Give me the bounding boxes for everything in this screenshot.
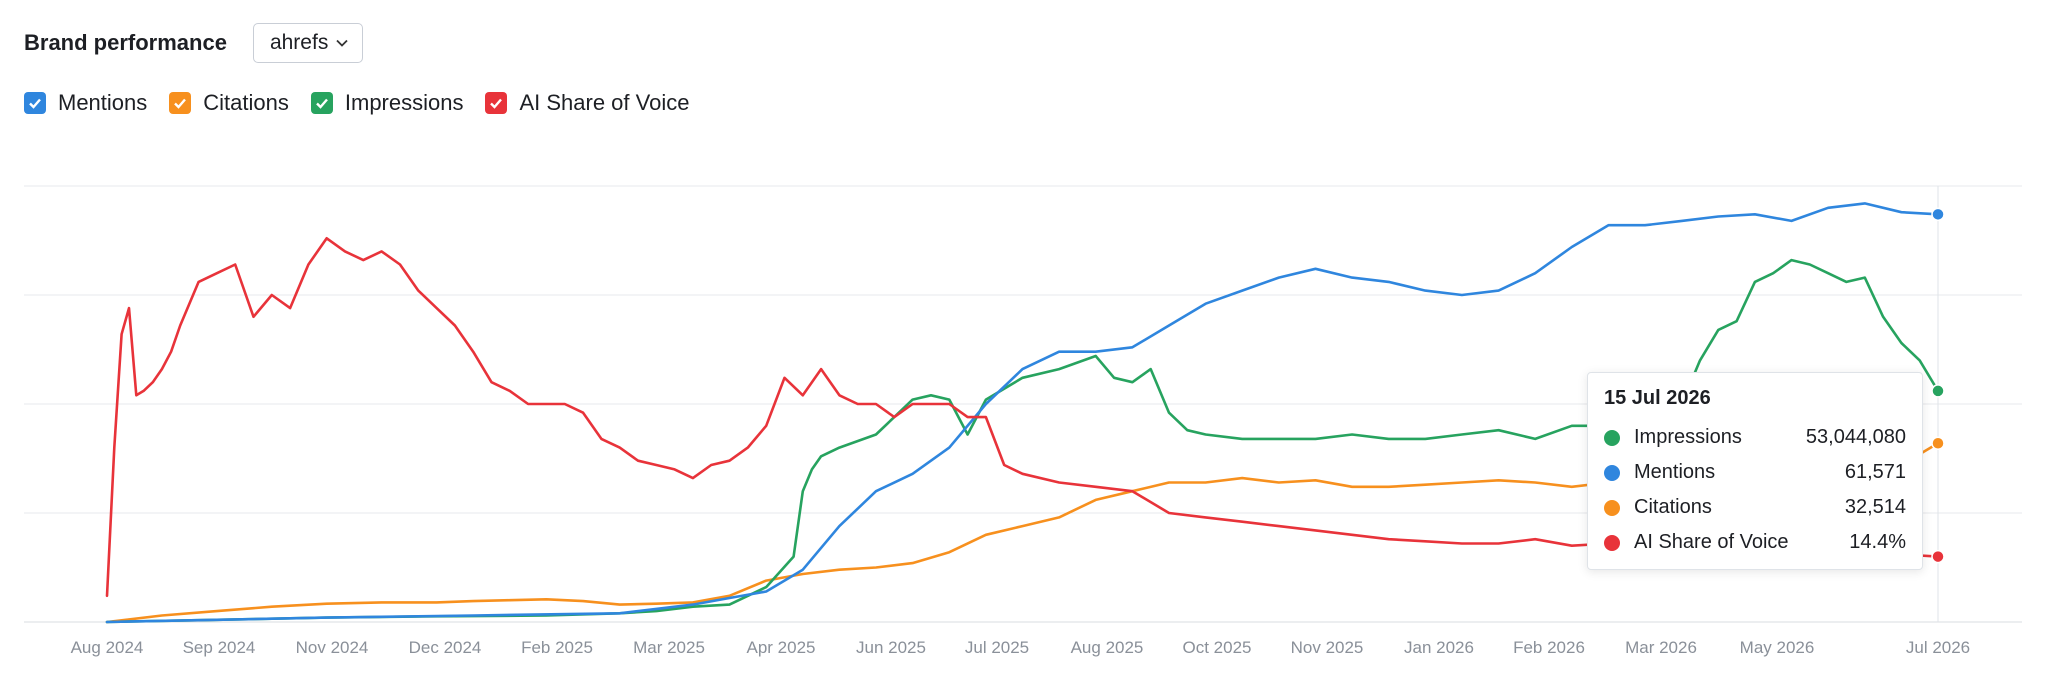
series-line-mentions[interactable] (105, 202, 1940, 624)
series-line-ai-share-of-voice[interactable] (105, 237, 1940, 598)
legend-label: Citations (203, 90, 289, 115)
x-tick-label: Nov 2024 (296, 638, 369, 657)
tooltip-series-name: Impressions (1634, 426, 1742, 448)
chart-tooltip: 15 Jul 2026 Impressions 53,044,080 Menti… (1587, 372, 1923, 570)
checkbox-icon[interactable] (310, 92, 333, 114)
brand-select[interactable]: ahrefs (252, 23, 364, 63)
x-tick-label: Feb 2025 (521, 638, 593, 657)
chevron-down-icon (336, 34, 348, 50)
tooltip-series-value: 53,044,080 (1805, 426, 1906, 448)
series-point-mentions[interactable] (1931, 207, 1945, 222)
x-tick-label: Feb 2026 (1513, 638, 1585, 657)
tooltip-row-impressions: Impressions 53,044,080 (1604, 420, 1906, 455)
tooltip-row-citations: Citations 32,514 (1604, 490, 1906, 525)
x-tick-label: Jan 2026 (1404, 638, 1474, 657)
tooltip-series-value: 14.4% (1849, 531, 1906, 553)
series-point-citations[interactable] (1931, 436, 1945, 450)
legend-label: AI Share of Voice (519, 90, 690, 115)
legend-item-citations[interactable]: Citations (169, 90, 289, 116)
x-tick-label: May 2026 (1740, 638, 1815, 657)
series-line-impressions[interactable] (105, 258, 1940, 624)
tooltip-series-value: 32,514 (1844, 496, 1906, 518)
series-dot-icon (1604, 464, 1620, 481)
tooltip-row-ai-share-of-voice: AI Share of Voice 14.4% (1604, 525, 1906, 560)
tooltip-series-value: 61,571 (1844, 461, 1906, 483)
tooltip-series-name: Citations (1634, 496, 1712, 518)
series-point-ai-share-of-voice[interactable] (1931, 549, 1945, 564)
checkbox-icon[interactable] (485, 92, 508, 114)
series-legend: Mentions Citations Impressions AI Share … (24, 90, 711, 116)
series-dot-icon (1604, 499, 1620, 516)
x-tick-label: Mar 2026 (1625, 638, 1697, 657)
x-tick-label: Nov 2025 (1291, 638, 1364, 657)
series-point-impressions[interactable] (1931, 384, 1945, 398)
legend-item-ai-share-of-voice[interactable]: AI Share of Voice (485, 90, 689, 116)
x-tick-label: Jun 2025 (856, 638, 926, 657)
series-dot-icon (1604, 534, 1620, 551)
x-tick-label: Dec 2024 (409, 638, 482, 657)
legend-item-impressions[interactable]: Impressions (310, 90, 464, 116)
x-tick-label: Oct 2025 (1183, 638, 1252, 657)
legend-label: Mentions (58, 90, 148, 115)
tooltip-series-name: AI Share of Voice (1634, 531, 1789, 553)
legend-item-mentions[interactable]: Mentions (24, 90, 147, 116)
tooltip-row-mentions: Mentions 61,571 (1604, 455, 1906, 490)
legend-label: Impressions (344, 90, 464, 115)
brand-select-value: ahrefs (269, 31, 329, 54)
header: Brand performance ahrefs (24, 22, 364, 64)
x-tick-label: Aug 2024 (71, 638, 144, 657)
page-title: Brand performance (24, 30, 227, 55)
x-tick-label: Sep 2024 (183, 638, 256, 657)
x-tick-label: Aug 2025 (1071, 638, 1144, 657)
tooltip-date: 15 Jul 2026 (1604, 387, 1711, 409)
x-tick-label: Jul 2025 (965, 638, 1029, 657)
x-tick-label: Jul 2026 (1906, 638, 1970, 657)
checkbox-icon[interactable] (24, 92, 46, 114)
checkbox-icon[interactable] (169, 92, 192, 114)
tooltip-series-name: Mentions (1634, 461, 1716, 483)
x-tick-label: Mar 2025 (633, 638, 705, 657)
x-tick-label: Apr 2025 (747, 638, 816, 657)
series-dot-icon (1604, 429, 1620, 446)
